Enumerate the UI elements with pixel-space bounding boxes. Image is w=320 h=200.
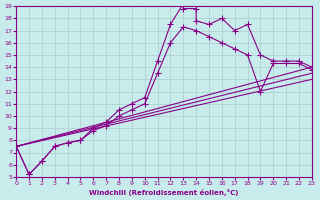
X-axis label: Windchill (Refroidissement éolien,°C): Windchill (Refroidissement éolien,°C) (89, 189, 239, 196)
